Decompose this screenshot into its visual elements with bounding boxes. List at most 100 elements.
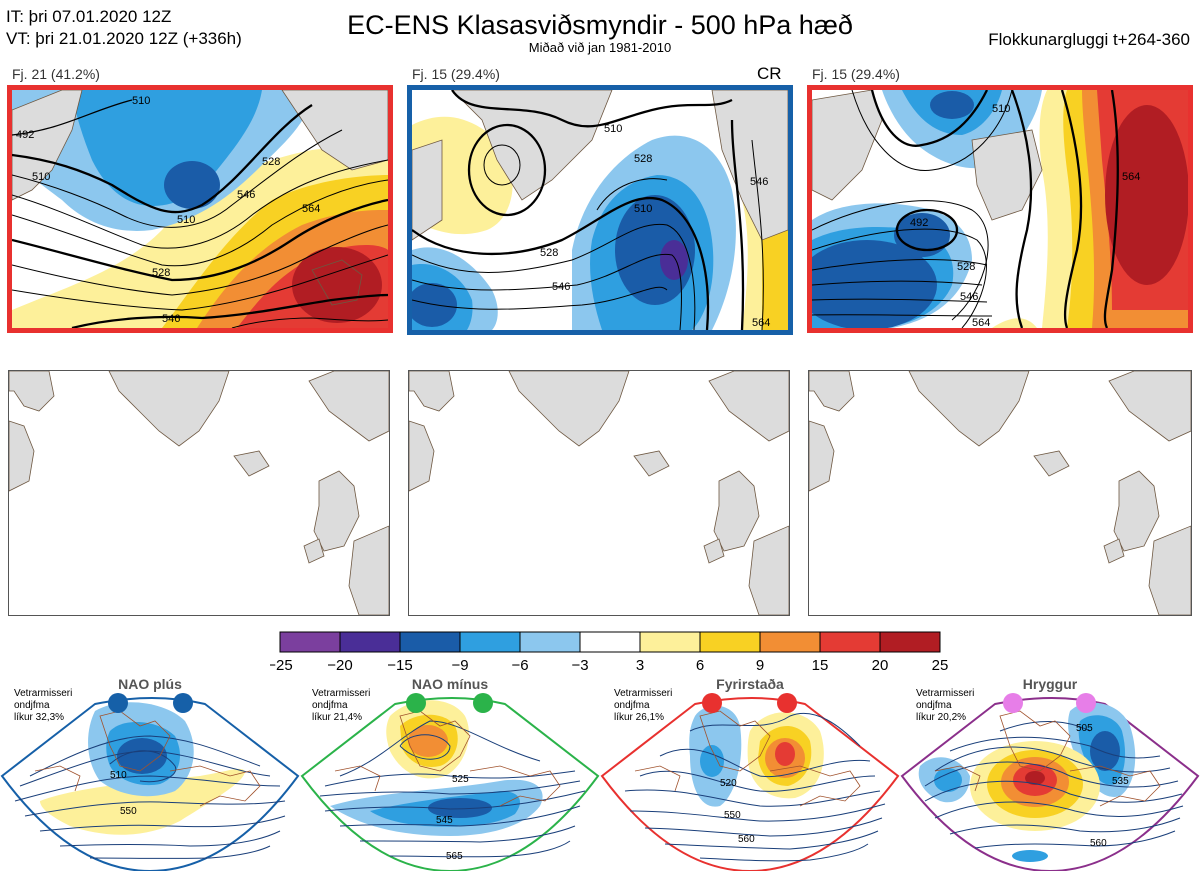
height-contour <box>359 825 576 843</box>
regime-title: Hryggur <box>1022 676 1078 692</box>
legend-tick-label: 3 <box>636 657 644 674</box>
coastline <box>634 765 681 792</box>
coastline <box>99 710 171 772</box>
anomaly-max-core <box>1025 771 1045 785</box>
legend-tick-label: 25 <box>932 657 949 674</box>
regime-probability: líkur 21,4% <box>312 712 363 723</box>
forecast-times: IT: þri 07.01.2020 12Z VT: þri 21.01.202… <box>6 6 242 50</box>
empty-map-1 <box>8 370 390 616</box>
legend-swatch <box>459 631 521 653</box>
height-contour <box>870 90 989 147</box>
regime-sector <box>300 697 600 871</box>
coastline <box>769 765 861 807</box>
coastline <box>999 710 1071 772</box>
coastline <box>399 710 471 772</box>
contour-label: 528 <box>262 156 280 168</box>
anomaly-neg-core <box>164 161 220 209</box>
contour-label: 564 <box>302 203 320 215</box>
anomaly-neg-core <box>117 738 167 774</box>
cluster-map-1: 492 510 510 528 528 546 564 546 510 <box>7 85 393 333</box>
land <box>9 371 55 412</box>
regime-info: Vetrarmisseri ondjfma líkur 20,2% <box>916 688 974 724</box>
anomaly-neg-shade <box>1012 850 1048 862</box>
height-contour <box>339 805 581 827</box>
regime-probability: líkur 26,1% <box>614 712 665 723</box>
height-contour <box>664 830 879 850</box>
height-contour <box>699 843 869 862</box>
height-contour <box>29 735 261 777</box>
land <box>708 371 789 442</box>
contour-label: 564 <box>1122 171 1140 183</box>
height-contour <box>934 801 1184 819</box>
regime-season: Vetrarmisseri <box>614 688 673 699</box>
anomaly-neg-core <box>930 91 974 119</box>
land <box>748 525 789 615</box>
contour-label: 528 <box>152 267 170 279</box>
legend-swatch <box>579 631 641 653</box>
regime-sector <box>600 697 900 871</box>
regime-nao-minus: 525 545 565 NAO mínus Vetrarmisseri ondj… <box>300 676 600 871</box>
contour-label: 528 <box>957 261 975 273</box>
regime-probability: líkur 20,2% <box>916 712 967 723</box>
cluster-map-3: 492 510 528 546 564 564 <box>807 85 1193 333</box>
height-contour <box>12 179 388 267</box>
height-contour <box>974 830 1176 849</box>
contour-label: 560 <box>1090 838 1107 849</box>
height-contour <box>412 197 710 330</box>
coastline <box>1069 765 1161 807</box>
regime-dot <box>108 693 128 713</box>
height-contour <box>812 280 983 286</box>
regime-title: NAO mínus <box>411 676 489 692</box>
legend-tick-label: −3 <box>571 657 588 674</box>
contour-label: 510 <box>177 214 195 226</box>
land <box>108 371 230 447</box>
height-contour <box>19 750 271 787</box>
height-contour <box>389 840 571 858</box>
height-contour <box>14 775 281 802</box>
height-contour <box>12 198 388 282</box>
height-contour <box>12 159 388 249</box>
anomaly-max-shade <box>1105 105 1188 285</box>
legend-tick-label: 20 <box>872 657 889 674</box>
anomaly-min-core <box>660 240 688 280</box>
contour-label: 550 <box>724 810 741 821</box>
regime-title: NAO plús <box>118 676 182 692</box>
cluster-2-label: Fj. 15 (29.4%) <box>412 66 500 82</box>
land <box>1148 525 1191 615</box>
height-contour <box>895 208 959 252</box>
legend-tick-label: −15 <box>387 657 412 674</box>
land <box>348 525 389 615</box>
height-contour <box>324 770 576 787</box>
height-contour <box>71 293 388 328</box>
regime-title: Fyrirstaða <box>716 676 784 692</box>
contour-label: 546 <box>237 189 255 201</box>
height-contour <box>89 845 271 859</box>
land <box>703 538 725 564</box>
regime-season: Vetrarmisseri <box>14 688 73 699</box>
contour-label: 510 <box>992 103 1010 115</box>
land <box>451 90 613 201</box>
height-contour <box>624 789 881 807</box>
coastline <box>469 765 561 807</box>
land <box>809 371 855 412</box>
anomaly-neg-core <box>812 240 937 328</box>
land <box>1103 538 1125 564</box>
height-contour <box>59 830 281 847</box>
legend-tick-label: −6 <box>511 657 528 674</box>
cluster-map-2: 510 510 528 528 546 546 564 <box>407 85 793 335</box>
legend-tick-label: −9 <box>451 657 468 674</box>
contour-label: 546 <box>162 313 180 325</box>
height-contour <box>1010 90 1033 328</box>
land <box>311 259 363 306</box>
legend-tick-label: −25 <box>270 657 293 674</box>
contour-label: 535 <box>1112 776 1129 787</box>
height-contour <box>812 200 989 321</box>
height-contour <box>319 780 581 797</box>
height-contour <box>1060 90 1083 328</box>
land <box>713 470 760 552</box>
height-contour <box>399 734 451 760</box>
coastline <box>334 765 381 792</box>
contour-label: 528 <box>634 153 652 165</box>
legend-tick-label: 9 <box>756 657 764 674</box>
height-contour <box>730 119 745 330</box>
